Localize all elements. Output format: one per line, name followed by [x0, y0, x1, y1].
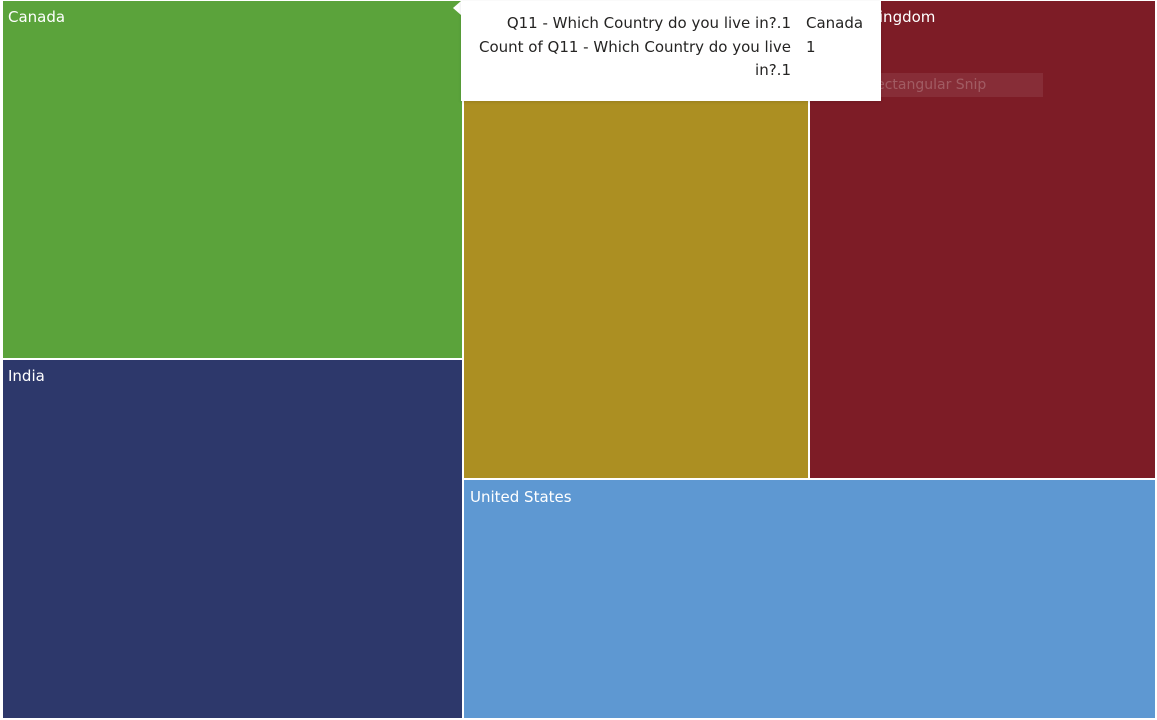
tooltip: Q11 - Which Country do you live in?.1 Ca… — [461, 1, 881, 101]
tooltip-key: Count of Q11 - Which Country do you live… — [478, 38, 791, 79]
tooltip-key: Q11 - Which Country do you live in?.1 — [506, 14, 791, 32]
tile-label-canada: Canada — [8, 8, 66, 26]
tile-label-india: India — [8, 367, 45, 385]
treemap-tile-canada[interactable]: Canada — [3, 1, 462, 358]
tooltip-value: 1 — [806, 38, 816, 56]
treemap-tile-united-states[interactable]: United States — [464, 480, 1155, 718]
tooltip-pointer — [453, 1, 461, 15]
snip-label: Rectangular Snip — [867, 77, 987, 93]
tile-label-united-states: United States — [470, 488, 572, 506]
tooltip-value: Canada — [806, 14, 864, 32]
treemap-tile-india[interactable]: India — [3, 360, 462, 718]
